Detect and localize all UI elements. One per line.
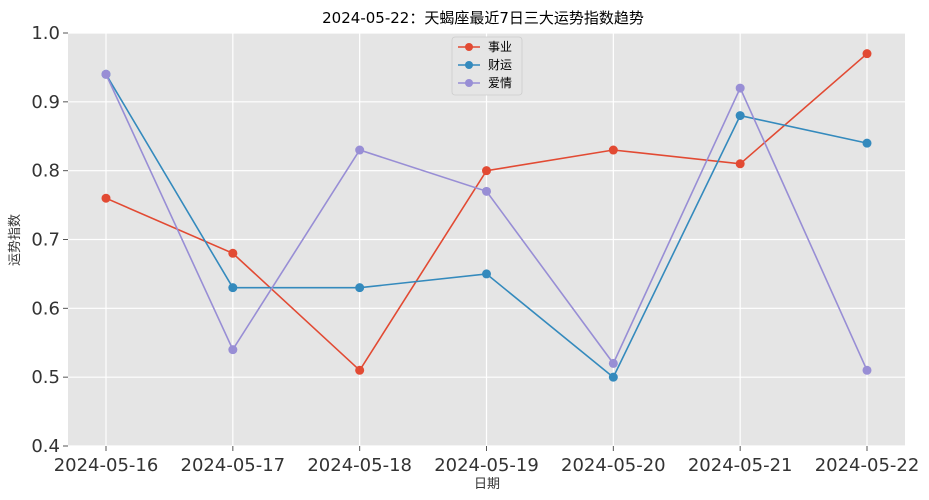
- series-1: [101, 49, 872, 375]
- y-tick-label: 0.5: [31, 367, 60, 388]
- y-tick-label: 0.4: [31, 436, 60, 457]
- data-point: [735, 111, 745, 121]
- y-tick-label: 1.0: [31, 23, 60, 44]
- y-axis-label: 运势指数: [7, 214, 23, 266]
- y-tick-label: 0.9: [31, 92, 60, 113]
- data-point: [735, 83, 745, 93]
- data-point: [355, 365, 365, 375]
- legend-marker: [465, 43, 473, 51]
- x-tick-label: 2024-05-17: [181, 455, 286, 476]
- y-tick-label: 0.6: [31, 298, 60, 319]
- y-tick-label: 0.7: [31, 230, 60, 251]
- x-tick-label: 2024-05-21: [688, 455, 793, 476]
- data-point: [228, 248, 238, 258]
- data-point: [608, 358, 618, 368]
- data-point: [482, 166, 491, 176]
- y-axis-ticks: 0.4 0.5 0.6 0.7 0.8 0.9 1.0: [31, 23, 68, 457]
- x-tick-label: 2024-05-22: [815, 455, 920, 476]
- data-point: [608, 372, 618, 382]
- legend-label: 爱情: [488, 76, 512, 90]
- data-point: [355, 283, 365, 293]
- x-tick-label: 2024-05-18: [307, 455, 412, 476]
- legend-label: 财运: [488, 58, 512, 72]
- legend-label: 事业: [488, 40, 512, 54]
- chart-title: 2024-05-22：天蝎座最近7日三大运势指数趋势: [322, 9, 644, 27]
- data-point: [228, 283, 238, 293]
- data-point: [862, 365, 872, 375]
- legend-marker: [465, 61, 473, 69]
- data-point: [101, 193, 111, 203]
- data-point: [735, 159, 745, 169]
- data-point: [228, 345, 238, 355]
- data-point: [608, 145, 618, 155]
- data-point: [862, 49, 872, 59]
- legend-marker: [465, 79, 473, 87]
- x-axis-ticks: 2024-05-16 2024-05-17 2024-05-18 2024-05-19…: [54, 446, 920, 476]
- x-axis-label: 日期: [474, 477, 500, 492]
- series-3: [101, 69, 872, 375]
- data-point: [101, 69, 111, 79]
- data-point: [482, 269, 491, 279]
- x-tick-label: 2024-05-19: [434, 455, 539, 476]
- x-tick-label: 2024-05-20: [561, 455, 666, 476]
- x-tick-label: 2024-05-16: [54, 455, 159, 476]
- data-point: [355, 145, 365, 155]
- data-point: [482, 186, 491, 196]
- y-tick-label: 0.8: [31, 161, 60, 182]
- data-point: [862, 138, 872, 148]
- series-layer: [101, 49, 872, 382]
- grid-lines: [68, 32, 905, 447]
